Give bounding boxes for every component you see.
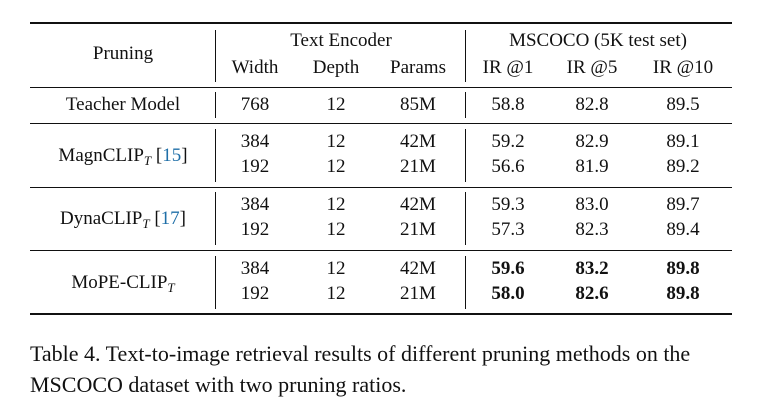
row-params: 42M	[400, 131, 436, 152]
col-divider-right	[465, 92, 466, 118]
method-subscript: T	[167, 280, 175, 295]
method-name: MagnCLIP	[58, 145, 144, 166]
col-divider-left	[215, 129, 216, 182]
method-label: DynaCLIPT [17]	[60, 208, 186, 231]
bottom-rule	[30, 313, 732, 315]
top-rule	[30, 22, 732, 24]
col-divider-right	[465, 30, 466, 82]
row-ir5: 82.3	[575, 219, 609, 240]
header-ir5: IR @5	[566, 57, 618, 78]
row-ir10: 89.8	[666, 258, 700, 279]
header-pruning: Pruning	[92, 43, 154, 64]
header-ir10: IR @10	[652, 57, 714, 78]
row-depth: 12	[326, 131, 346, 152]
row-depth: 12	[326, 283, 346, 304]
header-width: Width	[231, 57, 279, 78]
teacher-ir10: 89.5	[666, 94, 700, 115]
teacher-width: 768	[240, 94, 270, 115]
row-width: 384	[240, 131, 270, 152]
col-divider-left	[215, 192, 216, 245]
method-subscript: T	[142, 216, 150, 231]
row-width: 192	[240, 219, 270, 240]
teacher-depth: 12	[326, 94, 346, 115]
row-depth: 12	[326, 258, 346, 279]
col-divider-right	[465, 192, 466, 245]
row-ir1: 59.6	[491, 258, 525, 279]
row-ir1: 58.0	[491, 283, 525, 304]
row-params: 21M	[400, 283, 436, 304]
row-depth: 12	[326, 156, 346, 177]
row-ir1: 59.3	[491, 194, 525, 215]
group-rule-1	[30, 187, 732, 188]
row-depth: 12	[326, 194, 346, 215]
teacher-ir5: 82.8	[575, 94, 609, 115]
teacher-rule	[30, 123, 732, 124]
method-name: DynaCLIP	[60, 208, 143, 229]
row-ir10: 89.2	[666, 156, 700, 177]
row-params: 21M	[400, 156, 436, 177]
row-ir10: 89.1	[666, 131, 700, 152]
row-ir5: 81.9	[575, 156, 609, 177]
header-mscoco: MSCOCO (5K test set)	[509, 30, 687, 51]
header-ir1: IR @1	[482, 57, 534, 78]
row-ir1: 57.3	[491, 219, 525, 240]
teacher-params: 85M	[400, 94, 436, 115]
row-depth: 12	[326, 219, 346, 240]
row-width: 384	[240, 258, 270, 279]
row-ir5: 82.6	[575, 283, 609, 304]
header-params: Params	[390, 57, 446, 78]
row-width: 192	[240, 156, 270, 177]
row-ir1: 56.6	[491, 156, 525, 177]
row-ir10: 89.4	[666, 219, 700, 240]
row-params: 21M	[400, 219, 436, 240]
teacher-label: Teacher Model	[65, 94, 181, 115]
citation-link[interactable]: 15	[162, 145, 182, 166]
col-divider-left	[215, 92, 216, 118]
row-width: 384	[240, 194, 270, 215]
row-ir5: 82.9	[575, 131, 609, 152]
method-name: MoPE-CLIP	[71, 272, 168, 293]
row-ir10: 89.7	[666, 194, 700, 215]
row-width: 192	[240, 283, 270, 304]
col-divider-left	[215, 256, 216, 309]
method-label: MagnCLIPT [15]	[58, 145, 188, 168]
teacher-ir1: 58.8	[491, 94, 525, 115]
citation-link[interactable]: 17	[160, 208, 180, 229]
group-rule-2	[30, 250, 732, 251]
method-subscript: T	[143, 153, 152, 168]
col-divider-right	[465, 256, 466, 309]
row-params: 42M	[400, 258, 436, 279]
col-divider-left	[215, 30, 216, 82]
method-label: MoPE-CLIPT	[71, 272, 174, 295]
header-depth: Depth	[312, 57, 360, 78]
col-divider-right	[465, 129, 466, 182]
row-ir10: 89.8	[666, 283, 700, 304]
row-params: 42M	[400, 194, 436, 215]
table-caption: Table 4. Text-to-image retrieval results…	[30, 341, 691, 397]
row-ir5: 83.2	[575, 258, 609, 279]
header-text-encoder: Text Encoder	[290, 30, 392, 51]
row-ir1: 59.2	[491, 131, 525, 152]
row-ir5: 83.0	[575, 194, 609, 215]
header-rule	[30, 87, 732, 88]
